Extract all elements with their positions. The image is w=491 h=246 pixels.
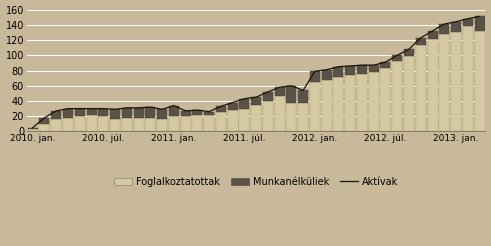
Bar (204, 112, 214, 115)
Bar (369, 65, 379, 72)
Bar (345, 75, 355, 131)
Bar (169, 106, 179, 116)
Bar (228, 110, 238, 131)
Bar (98, 116, 109, 131)
Bar (122, 108, 132, 118)
Bar (357, 65, 367, 74)
Bar (169, 116, 179, 131)
Bar (228, 103, 238, 110)
Bar (122, 118, 132, 131)
Bar (98, 108, 109, 116)
Bar (345, 66, 355, 75)
Bar (369, 72, 379, 131)
Bar (157, 109, 167, 119)
Bar (86, 115, 97, 131)
Bar (298, 90, 308, 103)
Bar (145, 118, 155, 131)
Bar (51, 119, 61, 131)
Bar (286, 86, 297, 103)
Bar (298, 103, 308, 131)
Bar (392, 55, 402, 61)
Bar (216, 112, 226, 131)
Bar (204, 115, 214, 131)
Bar (157, 119, 167, 131)
Bar (463, 19, 473, 26)
Bar (310, 82, 320, 131)
Bar (439, 24, 449, 34)
Bar (216, 106, 226, 112)
Bar (428, 39, 437, 131)
Bar (51, 111, 61, 119)
Bar (63, 118, 73, 131)
Bar (263, 92, 273, 101)
Bar (181, 111, 191, 116)
Bar (475, 16, 485, 31)
Bar (428, 31, 437, 39)
Bar (439, 34, 449, 131)
Bar (274, 87, 285, 96)
Bar (451, 32, 461, 131)
Bar (381, 62, 390, 68)
Bar (27, 128, 38, 129)
Bar (310, 71, 320, 82)
Bar (181, 116, 191, 131)
Bar (322, 70, 332, 80)
Bar (192, 115, 202, 131)
Bar (134, 118, 143, 131)
Bar (392, 61, 402, 131)
Bar (110, 119, 120, 131)
Bar (75, 108, 85, 116)
Bar (322, 80, 332, 131)
Bar (251, 105, 261, 131)
Bar (39, 118, 50, 124)
Bar (404, 49, 414, 56)
Bar (463, 26, 473, 131)
Bar (333, 77, 343, 131)
Bar (145, 107, 155, 118)
Bar (251, 97, 261, 105)
Bar (274, 96, 285, 131)
Bar (381, 68, 390, 131)
Bar (263, 101, 273, 131)
Bar (416, 45, 426, 131)
Bar (27, 129, 38, 131)
Bar (404, 56, 414, 131)
Bar (110, 109, 120, 119)
Bar (333, 67, 343, 77)
Bar (39, 124, 50, 131)
Bar (192, 110, 202, 115)
Bar (357, 74, 367, 131)
Bar (134, 108, 143, 118)
Bar (240, 108, 249, 131)
Bar (475, 31, 485, 131)
Legend: Foglalkoztatottak, Munkanélküliek, Aktívak: Foglalkoztatottak, Munkanélküliek, Aktív… (110, 173, 402, 191)
Bar (240, 99, 249, 108)
Bar (451, 22, 461, 32)
Bar (63, 108, 73, 118)
Bar (86, 108, 97, 115)
Bar (75, 116, 85, 131)
Bar (416, 38, 426, 45)
Bar (286, 103, 297, 131)
